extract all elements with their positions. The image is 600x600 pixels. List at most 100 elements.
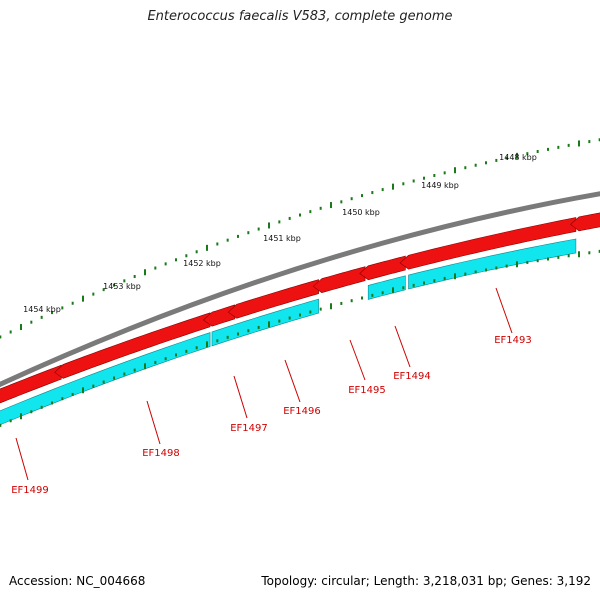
product-bar-ef1494[interactable] [367,275,406,300]
ruler-label: 1450 kbp [342,208,380,217]
ruler-minor-tick [288,216,291,220]
gene-arrow-next[interactable] [570,211,600,232]
ruler-label: 1449 kbp [421,181,459,190]
ruler-minor-tick [195,250,198,254]
lower-ruler-minor-tick [381,291,384,295]
lower-ruler-minor-tick [61,397,64,401]
lower-ruler-minor-tick [340,301,343,305]
ruler-minor-tick [340,200,343,204]
gene-label-ef1493[interactable]: EF1493 [494,335,532,346]
ruler-minor-tick [226,238,229,242]
callout-line [233,375,248,419]
lower-ruler-minor-tick [412,283,415,287]
ruler-minor-tick [536,149,539,153]
lower-ruler-minor-tick [216,339,219,343]
lower-ruler-minor-tick [557,255,560,259]
lower-ruler-minor-tick [526,260,529,264]
lower-ruler-ticks [0,249,600,427]
lower-ruler-minor-tick [299,313,301,317]
callout-line [284,359,301,403]
lower-ruler-minor-tick [195,346,198,350]
lower-ruler-major-tick [392,287,394,294]
ruler-minor-tick [485,161,487,165]
lower-ruler-minor-tick [567,254,570,258]
ruler-minor-tick [361,194,363,198]
page-title: Enterococcus faecalis V583, complete gen… [147,9,453,24]
ruler-major-tick [82,295,84,302]
ruler-minor-tick [113,283,115,287]
ruler-minor-tick [185,254,188,258]
lower-ruler-minor-tick [309,310,312,314]
lower-ruler-minor-tick [536,259,539,263]
lower-ruler-minor-tick [319,307,322,311]
genome-summary: Topology: circular; Length: 3,218,031 bp… [261,574,591,588]
ruler-minor-tick [257,227,260,231]
ruler-major-tick [516,152,518,159]
callout-line [146,400,161,445]
ruler-major-tick [20,324,22,331]
lower-ruler-minor-tick [185,349,188,353]
lower-ruler-minor-tick [423,281,425,285]
topology-value: circular [321,574,366,588]
gene-arrow-ef1499[interactable] [0,364,62,407]
lower-ruler-minor-tick [350,299,353,303]
ruler-minor-tick [495,158,498,162]
lower-ruler-minor-tick [371,293,374,297]
lower-ruler-minor-tick [226,335,229,339]
lower-ruler-minor-tick [474,270,477,274]
ruler-major-tick [330,202,332,209]
gene-arrow-ef1494[interactable] [359,255,406,281]
gene-arrow-ef1496[interactable] [227,279,319,319]
lower-ruler-minor-tick [40,405,43,409]
callout-line [394,325,411,368]
genes-label: Genes: [510,574,553,588]
lower-ruler-major-tick [268,321,270,328]
gene-arrow-ef1493[interactable] [399,217,577,270]
lower-ruler-minor-tick [9,419,12,423]
gene-label-ef1499[interactable]: EF1499 [11,485,49,496]
gene-label-ef1498[interactable]: EF1498 [142,448,180,459]
lower-ruler-major-tick [206,341,208,348]
gene-callouts: EF1493 EF1494 EF1495 EF1496 EF1497 EF1498 EF14… [11,287,532,496]
ruler-minor-tick [557,145,560,149]
lower-ruler-minor-tick [30,410,33,414]
length-value: 3,218,031 bp [422,574,503,588]
ruler-minor-tick [474,163,477,167]
ruler-minor-tick [412,179,415,183]
lower-ruler-major-tick [144,363,146,370]
lower-ruler-minor-tick [237,332,239,336]
lower-ruler-minor-tick [247,329,250,333]
ruler-minor-tick [133,275,136,279]
lower-ruler-major-tick [454,273,456,280]
gene-label-ef1496[interactable]: EF1496 [283,406,321,417]
length-label: Length: [373,574,420,588]
gene-label-ef1495[interactable]: EF1495 [348,385,386,396]
gene-arrow-ef1495[interactable] [312,266,366,294]
lower-ruler-minor-tick [257,325,260,329]
lower-ruler-minor-tick [547,257,549,261]
gene-arrow-ef1497[interactable] [203,304,236,327]
lower-ruler-major-tick [330,303,332,310]
lower-ruler-minor-tick [485,268,487,272]
lower-ruler-major-tick [578,251,580,258]
gene-track [0,211,600,407]
lower-ruler-minor-tick [92,384,95,388]
gene-arrow-ef1498[interactable] [54,312,211,379]
lower-ruler-minor-tick [71,392,74,396]
ruler-minor-tick [423,176,425,180]
ruler-minor-tick [464,166,467,170]
ruler-labels: 1448 kbp 1449 kbp 1450 kbp 1451 kbp 1452 kbp… [23,153,537,314]
ruler-minor-tick [350,197,353,201]
accession-info: Accession: NC_004668 [9,574,145,588]
ruler-minor-tick [123,279,126,283]
ruler-minor-tick [164,262,167,266]
lower-ruler-major-tick [20,413,22,420]
lower-ruler-minor-tick [123,372,126,376]
ruler-minor-tick [30,320,33,324]
gene-label-ef1494[interactable]: EF1494 [393,371,431,382]
product-bar-ef1493[interactable] [408,238,577,290]
ruler-minor-tick [102,288,105,292]
ruler-minor-tick [433,173,436,177]
gene-label-ef1497[interactable]: EF1497 [230,423,268,434]
ruler-label: 1454 kbp [23,305,61,314]
